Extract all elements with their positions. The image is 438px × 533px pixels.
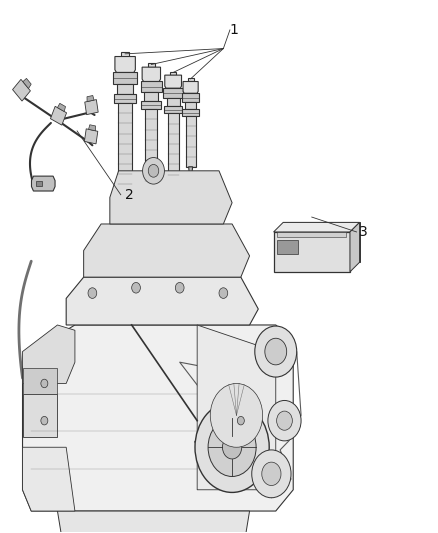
- Circle shape: [175, 282, 184, 293]
- Polygon shape: [22, 325, 293, 511]
- Polygon shape: [188, 78, 194, 82]
- Polygon shape: [144, 92, 159, 101]
- Polygon shape: [165, 75, 181, 88]
- Polygon shape: [163, 88, 183, 98]
- Circle shape: [210, 383, 263, 447]
- Polygon shape: [149, 181, 154, 200]
- Polygon shape: [110, 171, 232, 224]
- Circle shape: [265, 338, 287, 365]
- Polygon shape: [277, 232, 346, 237]
- Circle shape: [277, 411, 292, 430]
- Polygon shape: [148, 63, 155, 67]
- Circle shape: [262, 462, 281, 486]
- Polygon shape: [141, 101, 161, 109]
- Polygon shape: [186, 116, 195, 167]
- Polygon shape: [274, 222, 360, 232]
- Circle shape: [252, 450, 291, 498]
- Circle shape: [148, 165, 159, 177]
- Polygon shape: [145, 109, 157, 181]
- Polygon shape: [164, 106, 182, 114]
- Circle shape: [268, 400, 301, 441]
- Text: 2: 2: [125, 188, 134, 201]
- Polygon shape: [35, 181, 42, 186]
- Polygon shape: [85, 100, 98, 115]
- Polygon shape: [121, 52, 129, 56]
- Circle shape: [88, 288, 97, 298]
- Polygon shape: [50, 106, 67, 125]
- Polygon shape: [57, 103, 66, 111]
- Polygon shape: [277, 240, 298, 254]
- Polygon shape: [189, 167, 193, 182]
- Polygon shape: [32, 176, 55, 191]
- Polygon shape: [113, 72, 137, 84]
- Text: 3: 3: [359, 225, 367, 239]
- Polygon shape: [168, 114, 179, 175]
- Polygon shape: [22, 368, 57, 394]
- Polygon shape: [350, 222, 360, 272]
- Polygon shape: [274, 232, 350, 272]
- Polygon shape: [57, 511, 250, 533]
- Polygon shape: [115, 56, 135, 72]
- Polygon shape: [88, 125, 95, 131]
- Polygon shape: [142, 67, 160, 82]
- Circle shape: [195, 402, 269, 492]
- Polygon shape: [183, 109, 199, 116]
- Polygon shape: [114, 94, 136, 103]
- Polygon shape: [22, 394, 57, 437]
- Polygon shape: [197, 325, 276, 490]
- Polygon shape: [84, 224, 250, 277]
- Polygon shape: [118, 103, 132, 184]
- Polygon shape: [185, 102, 196, 109]
- Polygon shape: [283, 222, 360, 262]
- Polygon shape: [87, 95, 94, 102]
- Circle shape: [41, 379, 48, 387]
- Circle shape: [41, 416, 48, 425]
- Circle shape: [219, 288, 228, 298]
- Polygon shape: [141, 82, 162, 92]
- Circle shape: [237, 416, 244, 425]
- Circle shape: [132, 282, 141, 293]
- Circle shape: [208, 418, 256, 477]
- Polygon shape: [23, 78, 31, 88]
- Polygon shape: [85, 129, 98, 144]
- Circle shape: [255, 326, 297, 377]
- Polygon shape: [170, 71, 177, 75]
- Circle shape: [223, 435, 242, 459]
- Polygon shape: [182, 93, 199, 102]
- Polygon shape: [22, 447, 75, 511]
- Polygon shape: [66, 277, 258, 325]
- Polygon shape: [22, 325, 75, 383]
- Text: 1: 1: [230, 23, 239, 37]
- Polygon shape: [123, 184, 128, 205]
- Polygon shape: [13, 79, 30, 101]
- Polygon shape: [183, 82, 198, 93]
- Polygon shape: [117, 84, 133, 94]
- Polygon shape: [167, 98, 180, 106]
- Circle shape: [143, 158, 164, 184]
- Polygon shape: [171, 175, 175, 192]
